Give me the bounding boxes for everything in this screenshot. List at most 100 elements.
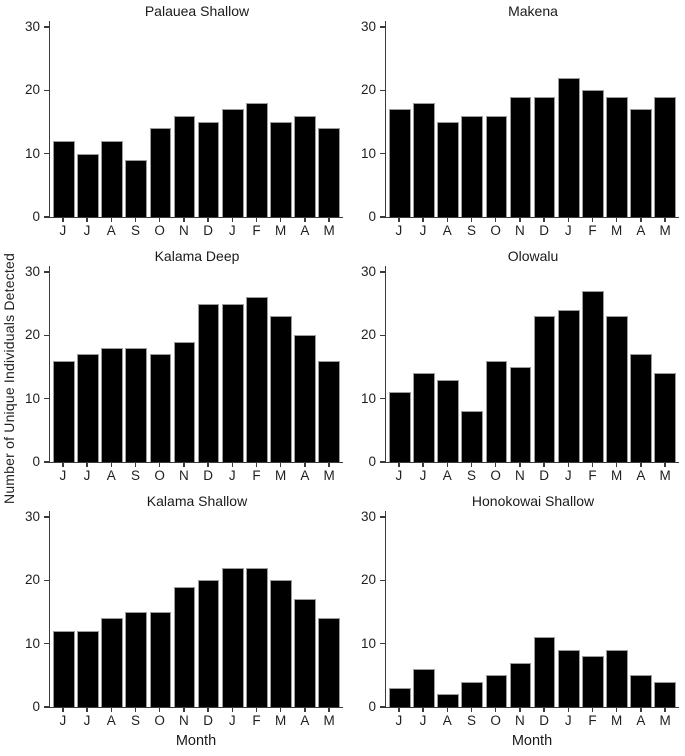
bar-m-11 [654, 96, 676, 217]
y-tick-mark [380, 152, 386, 155]
month-label: A [106, 468, 116, 483]
x-tick-mark [86, 463, 88, 467]
month-label: N [178, 223, 189, 238]
x-tick-mark [304, 463, 306, 467]
month-label: D [539, 713, 549, 728]
x-tick-cell: J [221, 463, 243, 487]
month-label: A [636, 223, 646, 238]
bar-d-6 [197, 580, 220, 707]
x-tick-mark [279, 463, 282, 467]
panel-title: Honokowai Shallow [471, 493, 595, 509]
x-tick-mark [110, 708, 112, 712]
x-tick-mark [494, 463, 497, 467]
bar-s-3 [461, 411, 483, 462]
x-tick-mark [664, 463, 666, 467]
bar-n-5 [173, 586, 196, 707]
bar-j-0 [389, 392, 411, 462]
x-tick-mark [640, 218, 642, 222]
y-tick-label: 10 [24, 390, 40, 406]
month-label: M [275, 468, 287, 483]
x-tick-cell: O [149, 218, 171, 242]
x-tick-cell: J [557, 463, 579, 487]
x-tick-mark [640, 708, 642, 712]
month-label: M [611, 713, 623, 728]
x-tick-mark [304, 708, 306, 712]
x-tick-mark [567, 463, 570, 467]
x-tick-mark [494, 708, 497, 712]
x-tick-cell: M [318, 218, 340, 242]
x-tick-mark [446, 463, 448, 467]
x-tick-mark [134, 218, 137, 222]
y-tick-label: 20 [24, 572, 40, 588]
month-label: N [514, 468, 525, 483]
y-tick-mark [380, 516, 386, 518]
y-tick-mark [44, 152, 50, 155]
month-label: N [514, 713, 525, 728]
month-label: J [228, 468, 236, 483]
x-tick-mark [231, 218, 234, 222]
y-tick-label: 30 [24, 19, 40, 34]
month-label: O [490, 713, 501, 728]
bar-a-2 [437, 122, 459, 217]
bar-a-2 [101, 348, 123, 462]
bars-area [386, 266, 679, 462]
x-tick-mark [328, 463, 330, 467]
x-tick-mark [183, 708, 185, 712]
x-tick-mark [446, 218, 448, 222]
x-tick-cell: S [125, 463, 147, 487]
bar-f-8 [246, 103, 268, 217]
x-tick-mark [567, 218, 570, 222]
x-tick-mark [543, 218, 545, 222]
y-tick-mark [380, 461, 386, 463]
bar-f-8 [582, 656, 604, 707]
month-label: A [442, 223, 452, 238]
bar-m-11 [318, 360, 340, 462]
y-tick-mark [380, 642, 386, 645]
month-label: F [252, 713, 261, 728]
y-tick-mark [44, 461, 50, 463]
plot-area: 0 10 20 30 [25, 264, 343, 469]
y-tick-mark [380, 216, 386, 218]
bar-j-0 [53, 631, 75, 707]
x-tick-mark [494, 218, 497, 222]
x-tick-mark [207, 463, 209, 467]
month-label: J [228, 223, 236, 238]
x-tick-mark [62, 463, 64, 467]
month-label: A [636, 468, 646, 483]
x-tick-cell: O [485, 708, 507, 732]
y-tick-label: 0 [32, 454, 40, 469]
month-label: F [588, 713, 597, 728]
month-label: F [252, 223, 261, 238]
x-tick-cell: A [294, 218, 316, 242]
x-tick-mark [134, 708, 137, 712]
bar-j-7 [221, 109, 244, 217]
x-tick-cell: O [485, 463, 507, 487]
x-tick-mark [158, 218, 161, 222]
x-tick-mark [470, 708, 473, 712]
panel-title: Olowalu [507, 248, 559, 264]
x-tick-mark [207, 708, 209, 712]
bar-s-3 [125, 612, 147, 707]
bar-s-3 [125, 348, 147, 462]
x-tick-cell: F [246, 463, 268, 487]
bar-a-10 [630, 675, 652, 707]
plot-area: 0 10 20 30 [25, 19, 343, 224]
x-tick-cell: A [630, 463, 652, 487]
x-tick-mark [591, 218, 594, 222]
y-tick-label: 30 [360, 264, 376, 279]
bar-o-4 [149, 354, 172, 462]
x-tick-mark [158, 708, 161, 712]
bar-a-10 [294, 335, 316, 462]
bar-m-9 [606, 316, 628, 462]
bar-j-1 [413, 373, 435, 462]
y-tick-label: 20 [360, 327, 376, 343]
bar-m-9 [270, 580, 292, 707]
x-tick-cell: J [52, 218, 74, 242]
x-tick-cell: S [125, 218, 147, 242]
x-tick-cell: N [509, 708, 531, 732]
bar-d-6 [197, 303, 220, 462]
bar-m-9 [606, 650, 628, 707]
